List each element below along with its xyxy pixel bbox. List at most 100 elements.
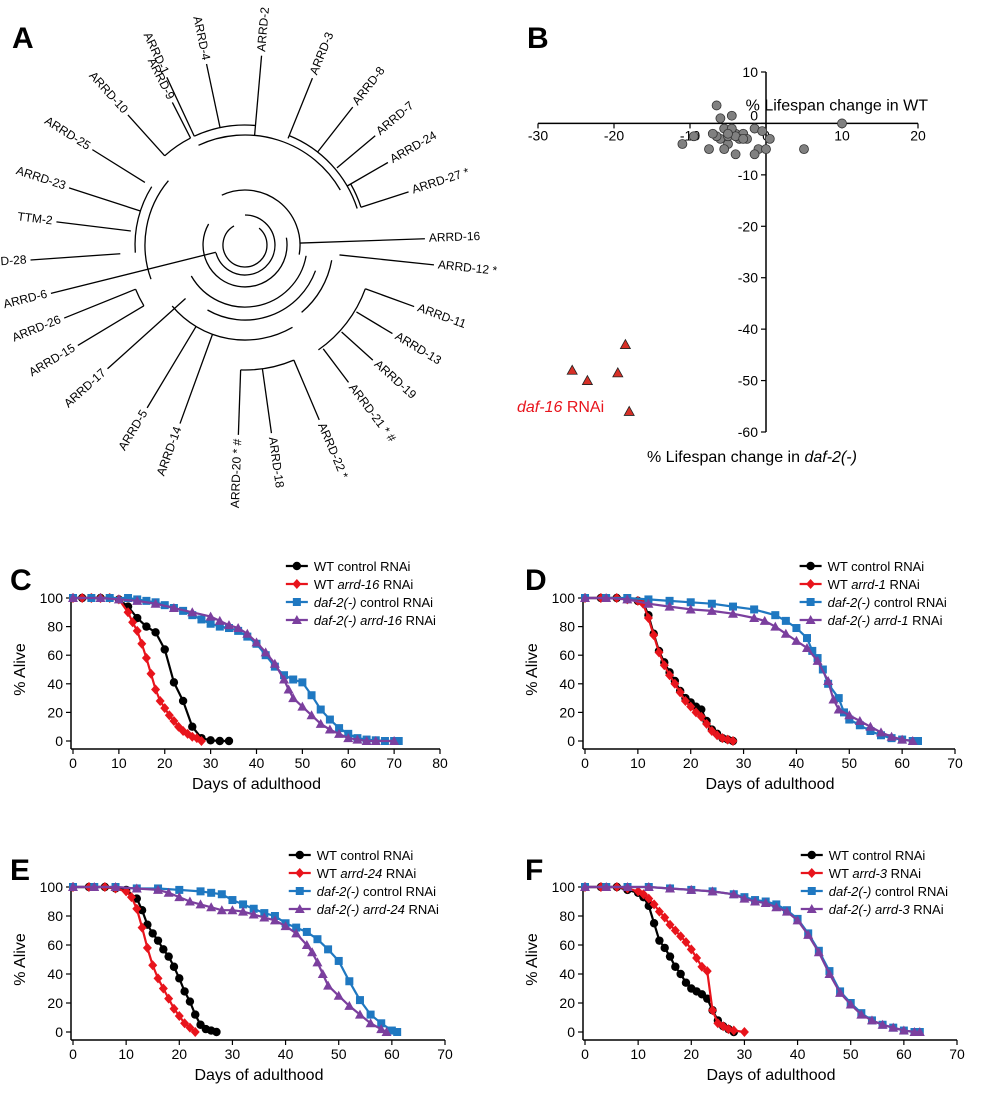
survival-point	[233, 623, 244, 633]
survival-point	[174, 1011, 184, 1022]
tree-leaf-label: ARRD-10	[86, 69, 131, 117]
tree-branch	[253, 55, 263, 136]
survival-point	[702, 966, 712, 977]
x-tick-label: 30	[225, 1046, 241, 1062]
survival-point	[158, 983, 168, 994]
survival-point	[854, 715, 865, 725]
survival-point	[750, 605, 759, 614]
legend-marker	[807, 868, 817, 878]
legend-entry: WT control RNAi	[828, 559, 925, 574]
tree-arc	[240, 359, 295, 371]
tree-branch	[317, 106, 354, 153]
scatter-triangle	[612, 367, 624, 378]
panel-a-phylogenetic-tree: A ARRD-1 ARRD-4 ARRD-2ARRD-3ARRD-8ARRD-7AR…	[0, 6, 498, 508]
survival-point	[728, 889, 739, 899]
panel-letter-c: C	[10, 564, 32, 597]
survival-point	[141, 653, 151, 664]
survival-point	[792, 624, 801, 633]
survival-point	[898, 1025, 909, 1035]
survival-line	[585, 596, 734, 743]
survival-point	[153, 936, 163, 945]
survival-point	[215, 622, 224, 631]
survival-point	[164, 710, 174, 721]
tree-leaf-label: ARRD-13	[393, 329, 445, 368]
y-axis-label: % Lifespan change in daf-2(-)	[647, 449, 857, 466]
panel-b-scatter: B -30-20-100102010-10-20-30-40-50-600% L…	[517, 22, 928, 466]
x-tick-label: 30	[736, 755, 752, 771]
scatter-point	[711, 100, 722, 111]
survival-point	[175, 974, 184, 983]
y-tick-label: 60	[47, 937, 63, 953]
x-axis-label: % Lifespan change in WT	[746, 97, 929, 114]
tree-arc	[164, 137, 191, 157]
survival-point	[686, 944, 696, 955]
survival-point	[739, 1027, 749, 1037]
survival-point	[739, 893, 750, 903]
tree-branch	[339, 254, 435, 266]
y-tick-label: 0	[55, 733, 63, 749]
tree-leaf-label: ARRD-16	[429, 229, 481, 245]
scatter-point	[688, 131, 699, 142]
panel-letter-f: F	[525, 854, 543, 887]
survival-point	[283, 684, 294, 694]
tree-branch	[205, 63, 221, 128]
survival-point	[366, 1010, 375, 1019]
survival-point	[638, 889, 648, 900]
y-tick-label: 20	[559, 704, 575, 720]
survival-point	[307, 691, 316, 700]
survival-point	[707, 599, 716, 608]
tree-branch	[56, 221, 131, 232]
tree-branch	[63, 288, 136, 319]
x-tick-label: -20	[604, 127, 624, 143]
tree-leaf-label: ARRD-4	[190, 15, 213, 62]
survival-point	[644, 893, 654, 904]
survival-point	[659, 660, 669, 671]
survival-point	[686, 884, 697, 894]
survival-point	[655, 936, 664, 945]
legend-marker	[292, 579, 302, 589]
survival-point	[696, 711, 706, 722]
y-tick-label: 100	[552, 879, 576, 895]
survival-point	[760, 897, 771, 907]
survival-point	[676, 969, 685, 979]
x-tick-label: 50	[331, 1046, 347, 1062]
survival-point	[706, 605, 717, 615]
survival-point	[306, 710, 317, 720]
survival-point	[238, 906, 249, 916]
survival-point	[205, 611, 216, 621]
survival-point	[280, 921, 291, 931]
legend-marker	[807, 887, 816, 895]
tree-branch	[77, 305, 145, 346]
scatter-point	[837, 118, 847, 129]
survival-point	[163, 887, 174, 897]
scatter-triangle	[623, 405, 635, 416]
survival-point	[886, 731, 897, 741]
survival-point	[180, 1018, 190, 1029]
survival-point	[164, 952, 173, 961]
tree-arc	[190, 255, 307, 308]
survival-point	[187, 607, 198, 617]
survival-point	[68, 882, 78, 891]
survival-point	[888, 1022, 899, 1032]
survival-point	[377, 1019, 386, 1028]
y-tick-label: 40	[47, 676, 63, 692]
panel-letter-d: D	[525, 564, 547, 597]
tree-leaf-label: ARRD-8	[349, 64, 388, 108]
scatter-triangle	[619, 338, 632, 349]
tree-arc	[318, 288, 366, 351]
tree-branch	[50, 251, 217, 295]
scatter-point	[715, 113, 726, 124]
survival-point	[212, 1027, 221, 1037]
legend-entry: WT arrd-16 RNAi	[314, 577, 414, 592]
tree-branch	[237, 369, 242, 435]
survival-point	[823, 675, 834, 685]
scatter-point	[704, 144, 714, 155]
survival-point	[686, 598, 695, 607]
survival-point	[622, 882, 633, 891]
tree-leaf-label: ARRD-2	[254, 6, 272, 52]
survival-point	[643, 613, 653, 624]
x-tick-label: 80	[432, 755, 448, 771]
survival-point	[148, 960, 158, 971]
survival-point	[665, 670, 675, 681]
survival-point	[224, 736, 234, 746]
